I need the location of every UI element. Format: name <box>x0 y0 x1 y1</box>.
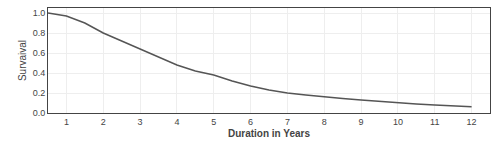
svg-text:Survaival: Survaival <box>17 40 28 81</box>
svg-text:9: 9 <box>359 117 364 127</box>
svg-text:0.8: 0.8 <box>33 28 46 38</box>
svg-text:5: 5 <box>211 117 216 127</box>
svg-text:0.0: 0.0 <box>33 108 46 118</box>
svg-text:1: 1 <box>64 117 69 127</box>
svg-text:4: 4 <box>174 117 179 127</box>
svg-text:1.0: 1.0 <box>33 8 46 18</box>
svg-text:2: 2 <box>101 117 106 127</box>
svg-text:11: 11 <box>430 117 439 127</box>
svg-text:6: 6 <box>248 117 253 127</box>
svg-text:0.4: 0.4 <box>33 68 46 78</box>
svg-text:7: 7 <box>285 117 290 127</box>
svg-text:12: 12 <box>467 117 477 127</box>
svg-text:10: 10 <box>393 117 403 127</box>
svg-text:Duration in Years: Duration in Years <box>228 128 311 139</box>
svg-text:0.2: 0.2 <box>33 88 46 98</box>
svg-text:3: 3 <box>138 117 143 127</box>
svg-text:8: 8 <box>322 117 327 127</box>
svg-text:0.6: 0.6 <box>33 48 46 58</box>
